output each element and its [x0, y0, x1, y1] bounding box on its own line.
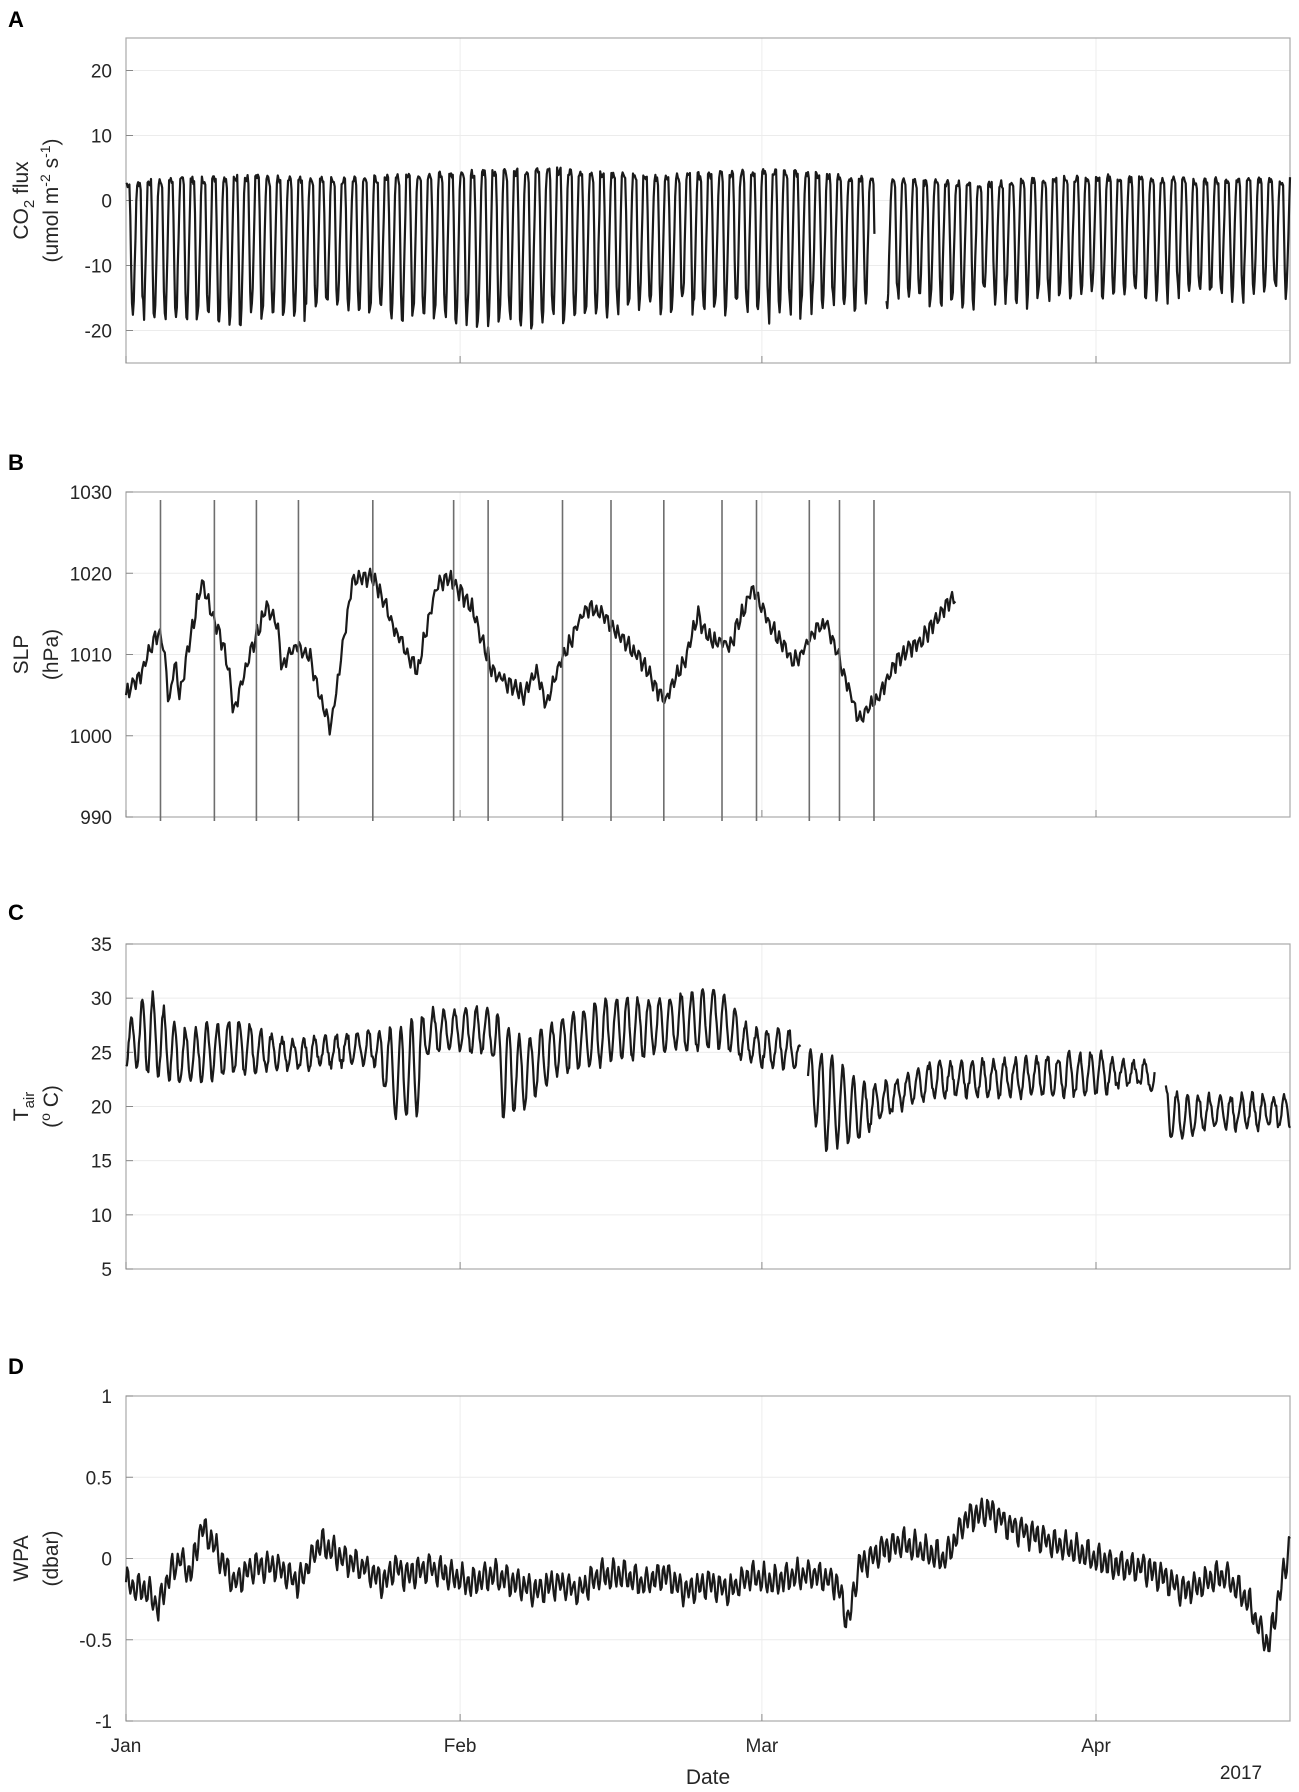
series-line [125, 988, 802, 1121]
panel-b: 990 1000 1010 1020 1030 B SLP (hPa) [8, 450, 1291, 829]
year-label: 2017 [1220, 1763, 1262, 1784]
panel-letter: A [8, 7, 24, 32]
y-axis-label-main: WPA [10, 1535, 33, 1581]
series-line [125, 166, 876, 330]
y-tick-label: 15 [91, 1152, 112, 1173]
series-line [124, 567, 957, 736]
y-tick-label: 10 [91, 1206, 112, 1227]
y-tick-label: 1020 [70, 564, 112, 585]
y-axis-label-main: CO2 flux [10, 161, 38, 240]
x-tick-label: Mar [746, 1736, 779, 1757]
y-tick-label: 20 [91, 1098, 112, 1119]
y-tick-label: 30 [91, 989, 112, 1010]
x-tick-label: Jan [111, 1736, 142, 1757]
y-tick-label: 1010 [70, 646, 112, 667]
y-tick-label: 990 [80, 808, 112, 829]
y-axis-label-units: (hPa) [40, 629, 63, 680]
series-line [124, 1497, 1291, 1653]
x-tick-label: Apr [1081, 1736, 1111, 1757]
y-tick-label: 1000 [70, 727, 112, 748]
y-axis-label-units: (umol m-2 s-1) [37, 138, 63, 262]
y-axis-label-units: (o C) [37, 1085, 63, 1128]
y-axis-label-main: Tair [10, 1092, 38, 1122]
y-tick-label: 10 [91, 127, 112, 148]
y-tick-label: 0 [101, 192, 112, 213]
panel-letter: C [8, 900, 24, 925]
y-tick-label: -0.5 [79, 1631, 112, 1652]
x-tick-label: Feb [444, 1736, 477, 1757]
y-tick-label: 0 [101, 1550, 112, 1571]
x-axis-label: Date [686, 1766, 730, 1789]
series-line [1164, 1085, 1291, 1140]
y-tick-label: 25 [91, 1043, 112, 1064]
y-tick-label: -1 [95, 1712, 112, 1733]
y-tick-label: 0.5 [86, 1468, 112, 1489]
y-tick-label: 1 [101, 1387, 112, 1408]
series-line [806, 1048, 1156, 1152]
panel-letter: B [8, 450, 24, 475]
panel-a: -20 -10 0 10 20 A CO2 flux(umol m-2 s-1) [8, 7, 1292, 364]
panel-letter: D [8, 1354, 24, 1379]
series-line [885, 173, 1292, 311]
panel-c: 5 10 15 20 25 30 35 C Tair(o C) [8, 900, 1291, 1281]
y-tick-label: 1030 [70, 483, 112, 504]
y-tick-label: 20 [91, 62, 112, 83]
y-tick-label: 35 [91, 935, 112, 956]
y-axis-label-units: (dbar) [40, 1530, 63, 1586]
y-tick-label: -10 [85, 257, 112, 278]
y-tick-label: 5 [101, 1260, 112, 1281]
y-tick-label: -20 [85, 322, 112, 343]
y-axis-label-main: SLP [10, 635, 33, 675]
panel-d: -1 -0.5 0 0.5 1 D WPA (dbar) Jan Feb Mar Apr 2017 Dat… [8, 1354, 1291, 1789]
